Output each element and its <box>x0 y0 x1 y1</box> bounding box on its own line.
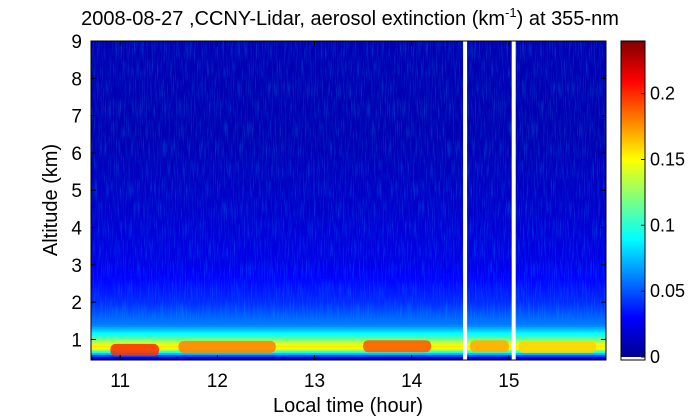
colorbar-zero-band <box>621 357 645 360</box>
heatmap-band <box>91 320 606 324</box>
heatmap-band <box>91 341 606 344</box>
y-tick-label: 4 <box>71 219 82 240</box>
aerosol-layer-segment <box>518 340 597 353</box>
heatmap-band <box>91 350 606 354</box>
chart-title: 2008-08-27 ,CCNY-Lidar, aerosol extincti… <box>81 5 619 30</box>
y-tick-label: 6 <box>71 144 82 165</box>
x-tick-label: 14 <box>401 371 423 392</box>
y-tick-label: 8 <box>71 69 82 90</box>
y-tick-label: 2 <box>71 293 82 314</box>
aerosol-layer-segment <box>178 340 276 353</box>
heatmap-band <box>91 332 606 335</box>
heatmap-band <box>91 328 606 331</box>
heatmap-band <box>91 324 606 328</box>
heatmap-band <box>91 358 606 360</box>
x-axis-label: Local time (hour) <box>273 395 423 417</box>
y-tick-label: 9 <box>71 32 82 53</box>
heatmap-band <box>91 352 606 356</box>
heatmap-band <box>91 345 606 348</box>
heatmap-band <box>91 335 606 339</box>
heatmap-band <box>91 354 606 357</box>
y-tick-label: 7 <box>71 107 82 128</box>
elevated-layer-segments <box>110 340 597 356</box>
title-superscript: -1 <box>505 5 517 20</box>
aerosol-layer-segment <box>363 340 432 353</box>
colorbar: 0 0.05 0.1 0.15 0.2 <box>620 40 685 367</box>
x-tick-label: 12 <box>207 371 228 392</box>
x-tick-label: 15 <box>498 371 519 392</box>
aerosol-layer-segment <box>110 343 159 356</box>
colorbar-gradient <box>621 41 645 357</box>
y-tick-label: 1 <box>71 330 82 351</box>
signal-noise-texture <box>91 41 606 321</box>
heatmap-band <box>91 339 606 342</box>
aerosol-layer-segment <box>470 340 509 353</box>
title-tail-text: ) at 355-nm <box>517 8 619 30</box>
y-tick-label: 5 <box>71 181 82 202</box>
y-axis-ticks: 1 2 3 4 5 6 7 8 9 <box>71 32 606 351</box>
data-gap-lines <box>463 41 516 360</box>
heatmap-band <box>91 337 606 341</box>
colorbar-frame <box>620 40 646 361</box>
data-gap-line <box>511 41 516 360</box>
x-tick-label: 13 <box>304 371 325 392</box>
heatmap-band <box>91 348 606 352</box>
x-axis-ticks: 11 12 13 14 15 <box>110 41 519 392</box>
plot-frame <box>90 40 607 361</box>
y-tick-label: 3 <box>71 256 82 277</box>
colorbar-tick-label: 0.15 <box>650 150 685 170</box>
colorbar-tick-label: 0.1 <box>650 215 675 235</box>
heatmap-band <box>91 346 606 350</box>
colorbar-tick-label: 0.05 <box>650 281 685 301</box>
heatmap-band <box>91 356 606 359</box>
data-gap-line <box>463 41 468 360</box>
heatmap-band <box>91 333 606 337</box>
colorbar-tick-label: 0 <box>650 347 660 367</box>
y-axis-label: Altitude (km) <box>40 144 62 256</box>
colorbar-ticks: 0 0.05 0.1 0.15 0.2 <box>641 84 685 367</box>
x-tick-label: 11 <box>110 371 130 392</box>
heatmap-band <box>91 326 606 329</box>
heatmap-band <box>91 330 606 333</box>
heatmap-band <box>91 322 606 326</box>
colorbar-tick-label: 0.2 <box>650 84 675 104</box>
heatmap-band <box>91 343 606 346</box>
title-main-text: 2008-08-27 ,CCNY-Lidar, aerosol extincti… <box>81 8 505 30</box>
